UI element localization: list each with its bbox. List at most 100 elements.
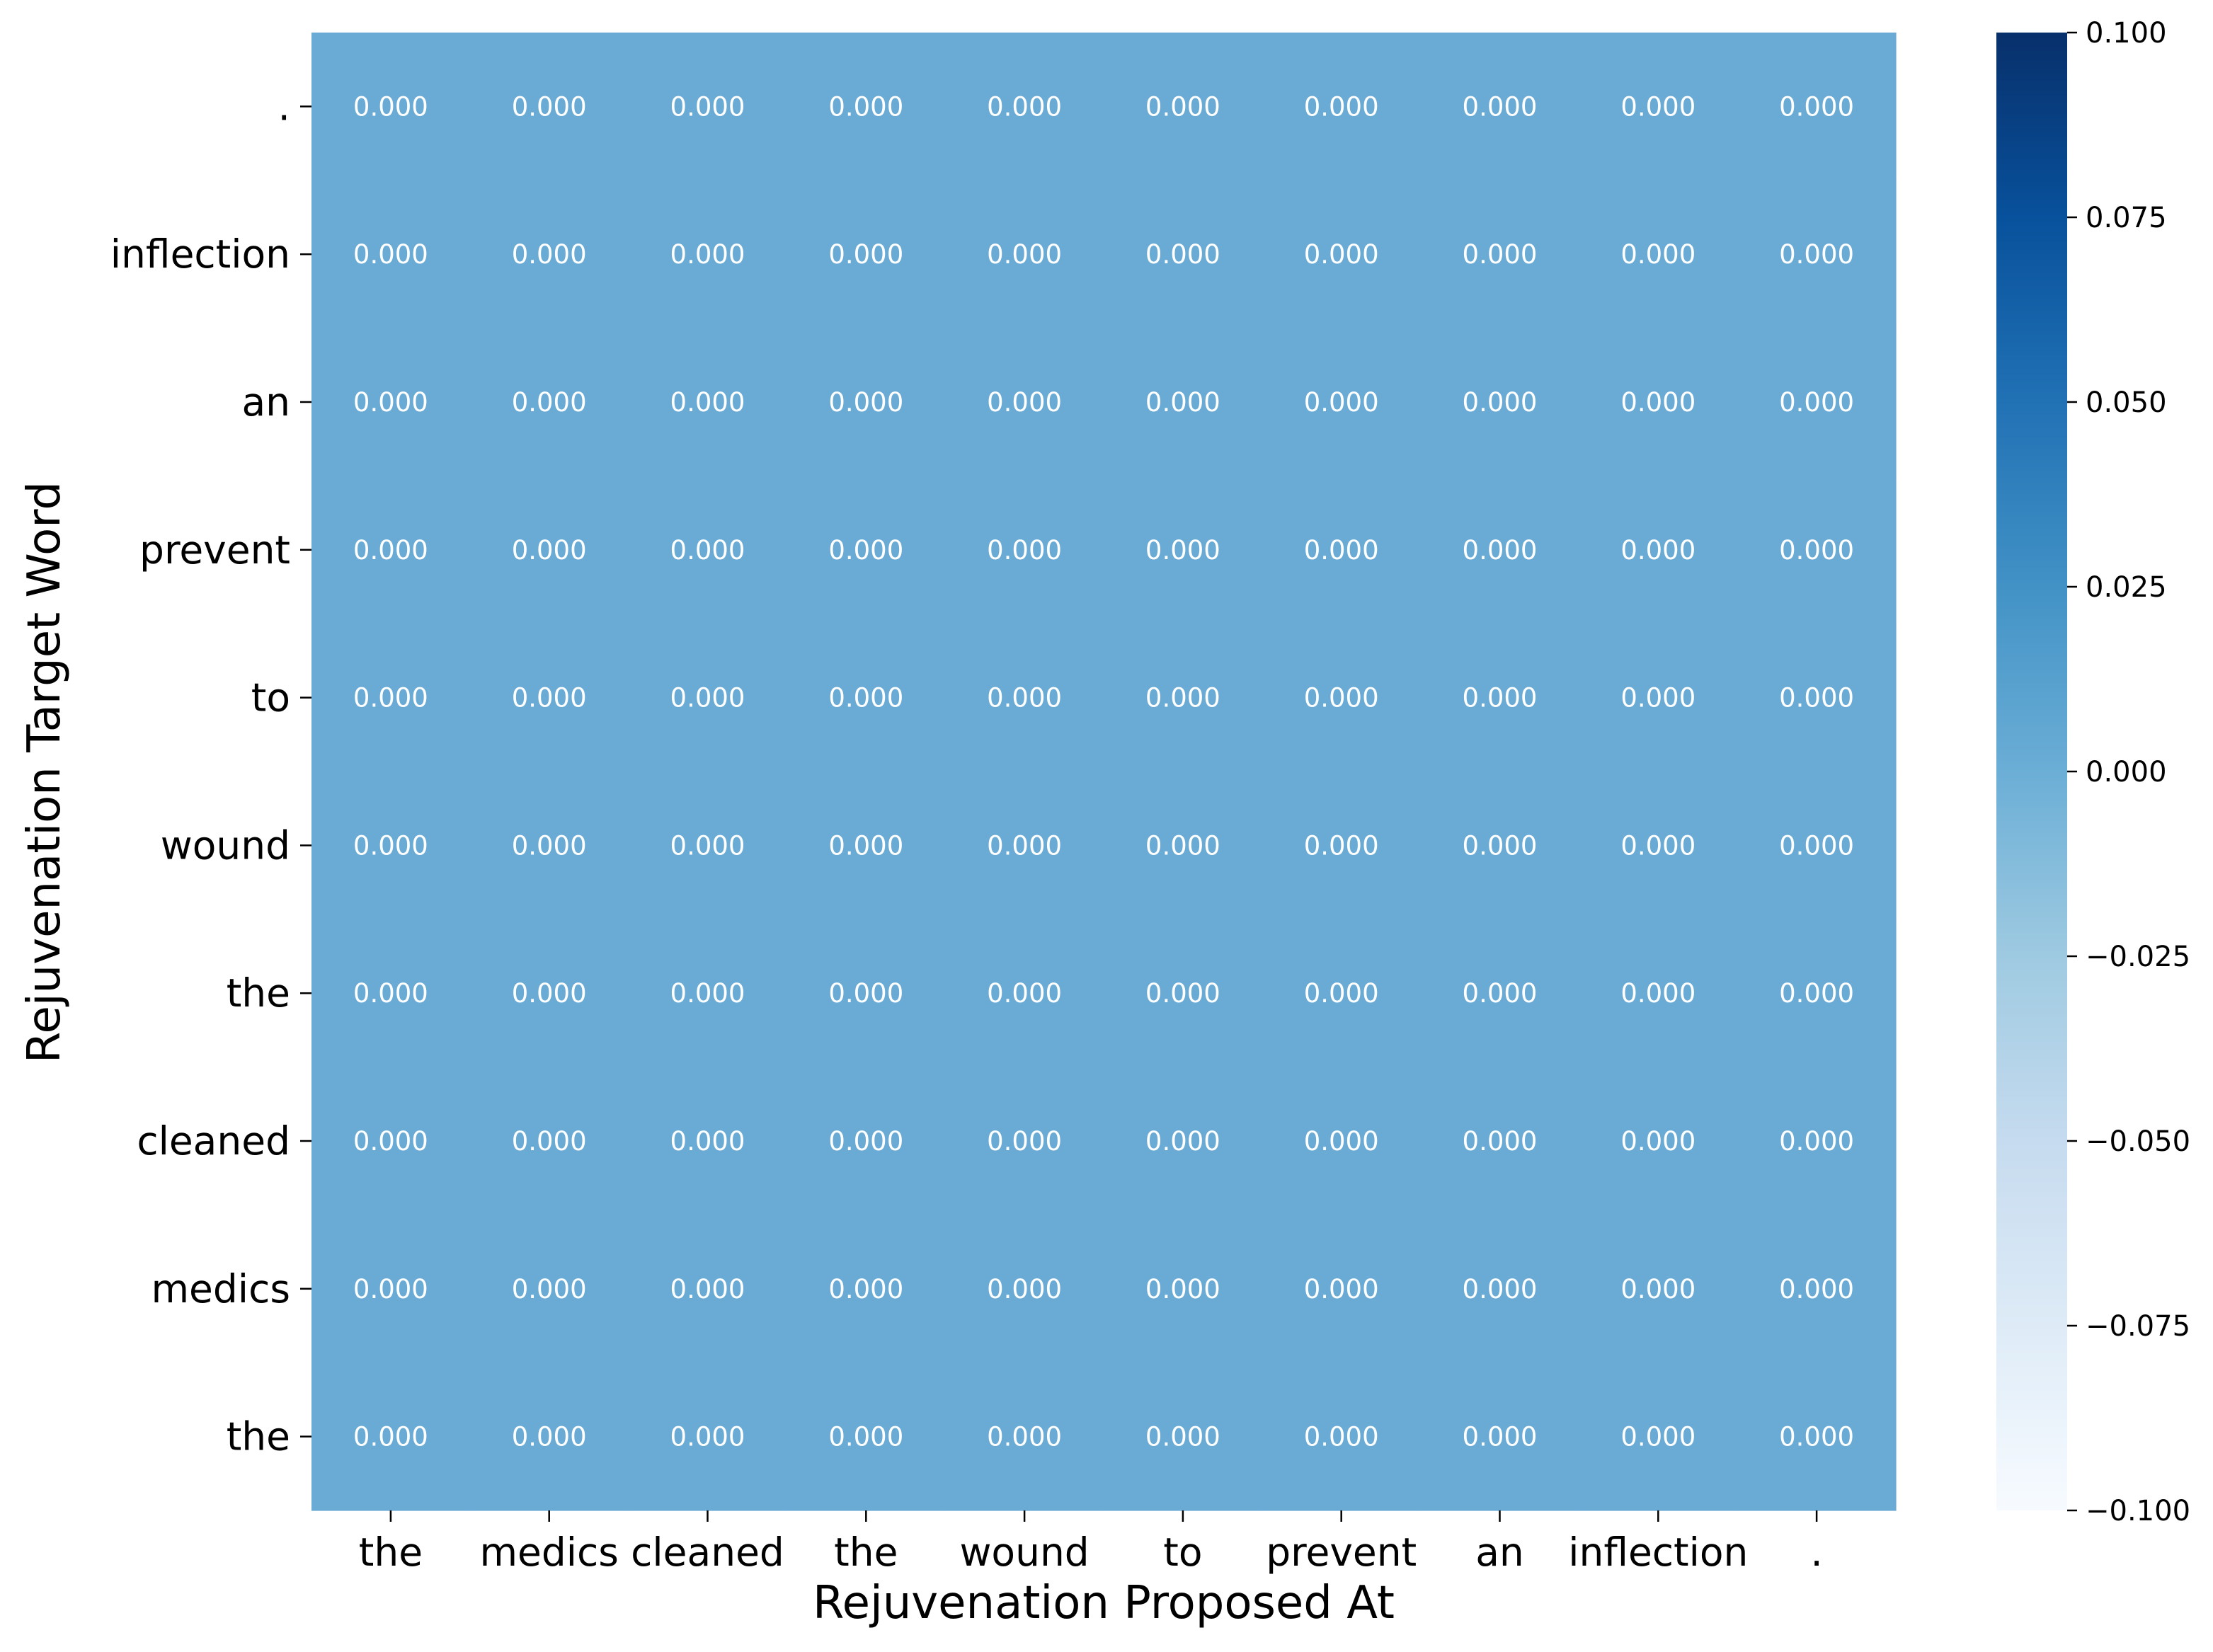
heatmap-cell bbox=[311, 33, 471, 181]
cell-value-label: 0.000 bbox=[353, 239, 428, 270]
x-tick-label: prevent bbox=[1266, 1530, 1417, 1575]
cell-value-label: 0.000 bbox=[670, 1126, 745, 1157]
cell-value-label: 0.000 bbox=[512, 683, 587, 713]
heatmap-cell bbox=[1262, 476, 1422, 624]
cell-value-label: 0.000 bbox=[987, 91, 1062, 122]
heatmap-cell bbox=[945, 180, 1104, 329]
cell-value-label: 0.000 bbox=[1145, 1126, 1220, 1157]
cell-value-label: 0.000 bbox=[1620, 239, 1696, 270]
cell-value-label: 0.000 bbox=[353, 978, 428, 1009]
cell-value-label: 0.000 bbox=[987, 830, 1062, 861]
cell-value-label: 0.000 bbox=[1779, 91, 1854, 122]
cell-value-label: 0.000 bbox=[670, 683, 745, 713]
cell-value-label: 0.000 bbox=[987, 1126, 1062, 1157]
cell-value-label: 0.000 bbox=[1779, 1126, 1854, 1157]
cell-value-label: 0.000 bbox=[1145, 978, 1220, 1009]
cell-value-label: 0.000 bbox=[1463, 830, 1538, 861]
cell-value-label: 0.000 bbox=[1620, 978, 1696, 1009]
cell-value-label: 0.000 bbox=[353, 91, 428, 122]
cell-value-label: 0.000 bbox=[1145, 1422, 1220, 1452]
heatmap-cell bbox=[1262, 771, 1422, 920]
cell-annotations: 0.000 0.000 0.000 0.000 0.000 0.000 0.000 0.000… bbox=[353, 91, 1854, 1452]
cell-value-label: 0.000 bbox=[987, 387, 1062, 418]
heatmap-cell bbox=[1420, 771, 1579, 920]
cell-value-label: 0.000 bbox=[1304, 387, 1379, 418]
cell-value-label: 0.000 bbox=[1620, 683, 1696, 713]
cell-value-label: 0.000 bbox=[1304, 1422, 1379, 1452]
heatmap-cell bbox=[1737, 180, 1897, 329]
heatmap-cell bbox=[628, 180, 787, 329]
cell-value-label: 0.000 bbox=[670, 1422, 745, 1452]
heatmap-cell bbox=[1737, 1215, 1897, 1363]
heatmap-cell bbox=[1579, 1363, 1738, 1511]
heatmap-cell bbox=[1737, 328, 1897, 476]
heatmap-cell bbox=[469, 624, 629, 772]
cell-value-label: 0.000 bbox=[353, 830, 428, 861]
cell-value-label: 0.000 bbox=[670, 830, 745, 861]
heatmap-cell bbox=[1579, 180, 1738, 329]
cell-value-label: 0.000 bbox=[1145, 535, 1220, 566]
cell-value-label: 0.000 bbox=[353, 1126, 428, 1157]
heatmap-cell bbox=[469, 476, 629, 624]
heatmap-cell bbox=[787, 1215, 946, 1363]
heatmap-cell bbox=[311, 476, 471, 624]
heatmap-cell bbox=[1420, 1067, 1579, 1215]
cell-value-label: 0.000 bbox=[1620, 387, 1696, 418]
heatmap-cell bbox=[1262, 328, 1422, 476]
cell-value-label: 0.000 bbox=[1145, 683, 1220, 713]
heatmap-cell bbox=[628, 624, 787, 772]
cell-value-label: 0.000 bbox=[1779, 1274, 1854, 1304]
heatmap-cell bbox=[1104, 33, 1263, 181]
cell-value-label: 0.000 bbox=[1620, 1126, 1696, 1157]
cell-value-label: 0.000 bbox=[1304, 1126, 1379, 1157]
heatmap-cell bbox=[311, 1215, 471, 1363]
cell-value-label: 0.000 bbox=[1145, 830, 1220, 861]
cell-value-label: 0.000 bbox=[512, 830, 587, 861]
cell-value-label: 0.000 bbox=[828, 387, 903, 418]
cell-value-label: 0.000 bbox=[512, 1274, 587, 1304]
cell-value-label: 0.000 bbox=[1779, 683, 1854, 713]
heatmap-cell bbox=[1737, 919, 1897, 1068]
x-tick-label: the bbox=[359, 1530, 423, 1575]
colorbar-tick-label: −0.075 bbox=[2086, 1310, 2190, 1343]
cell-value-label: 0.000 bbox=[353, 1422, 428, 1452]
heatmap-cells bbox=[311, 33, 1897, 1511]
cell-value-label: 0.000 bbox=[1779, 535, 1854, 566]
heatmap-cell bbox=[311, 1067, 471, 1215]
heatmap-cell bbox=[1579, 328, 1738, 476]
y-tick-label: cleaned bbox=[137, 1118, 290, 1164]
heatmap-cell bbox=[787, 771, 946, 920]
colorbar-ticks: 0.100 0.075 0.050 0.025 0.000 −0.025 −0.050 −0.… bbox=[2067, 17, 2190, 1527]
heatmap-cell bbox=[1262, 33, 1422, 181]
cell-value-label: 0.000 bbox=[828, 683, 903, 713]
heatmap-cell bbox=[1104, 180, 1263, 329]
heatmap-cell bbox=[1579, 1067, 1738, 1215]
cell-value-label: 0.000 bbox=[1463, 387, 1538, 418]
heatmap-cell bbox=[945, 919, 1104, 1068]
cell-value-label: 0.000 bbox=[512, 387, 587, 418]
colorbar-tick-label: −0.100 bbox=[2086, 1495, 2190, 1527]
cell-value-label: 0.000 bbox=[828, 978, 903, 1009]
heatmap-cell bbox=[945, 1067, 1104, 1215]
heatmap-cell bbox=[787, 328, 946, 476]
heatmap-cell bbox=[945, 328, 1104, 476]
cell-value-label: 0.000 bbox=[512, 978, 587, 1009]
heatmap-cell bbox=[1737, 33, 1897, 181]
heatmap-cell bbox=[1420, 624, 1579, 772]
cell-value-label: 0.000 bbox=[512, 91, 587, 122]
cell-value-label: 0.000 bbox=[987, 978, 1062, 1009]
colorbar-tick-label: 0.100 bbox=[2086, 17, 2167, 50]
cell-value-label: 0.000 bbox=[828, 1274, 903, 1304]
cell-value-label: 0.000 bbox=[1779, 830, 1854, 861]
heatmap-cell bbox=[945, 1363, 1104, 1511]
heatmap-cell bbox=[1737, 624, 1897, 772]
heatmap-cell bbox=[311, 919, 471, 1068]
cell-value-label: 0.000 bbox=[1620, 535, 1696, 566]
x-tick-label: wound bbox=[959, 1530, 1089, 1575]
heatmap-cell bbox=[628, 1363, 787, 1511]
y-tick-label: inflection bbox=[110, 231, 290, 277]
cell-value-label: 0.000 bbox=[353, 1274, 428, 1304]
heatmap-cell bbox=[1104, 476, 1263, 624]
cell-value-label: 0.000 bbox=[353, 387, 428, 418]
cell-value-label: 0.000 bbox=[353, 683, 428, 713]
